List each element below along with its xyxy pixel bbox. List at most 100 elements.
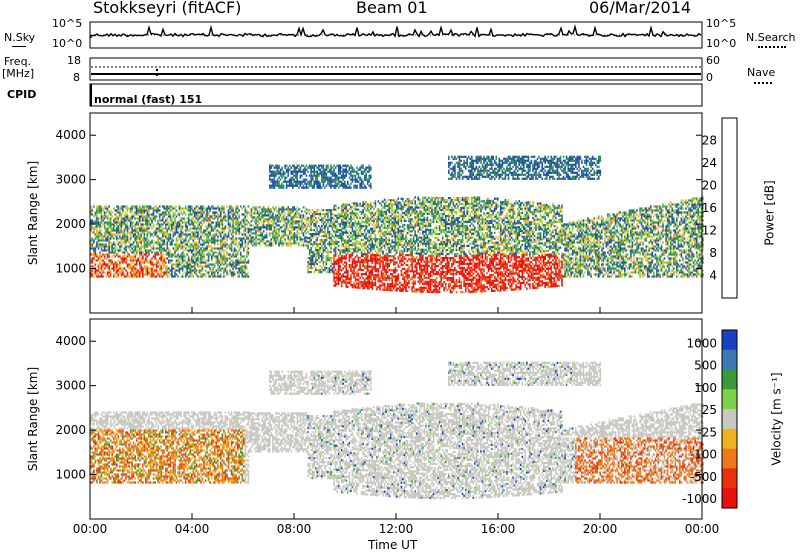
power-cell: [378, 200, 380, 202]
power-cell: [196, 259, 198, 261]
power-cell: [160, 251, 162, 253]
power-cell: [300, 220, 302, 222]
power-cell: [118, 227, 120, 229]
power-cell: [102, 219, 104, 221]
power-cell: [137, 235, 139, 237]
power-cell: [188, 251, 190, 253]
power-cell: [188, 207, 190, 209]
power-cell: [361, 273, 363, 275]
power-cell: [257, 224, 259, 226]
power-cell: [309, 165, 311, 167]
power-cell: [286, 216, 288, 218]
power-cell: [160, 249, 162, 251]
power-cell: [364, 279, 366, 281]
power-cell: [367, 237, 369, 239]
power-cell: [327, 267, 329, 269]
power-cell: [141, 253, 143, 255]
power-cell: [206, 233, 208, 235]
power-cell: [370, 204, 372, 206]
power-cell: [263, 224, 265, 226]
power-cell: [186, 245, 188, 247]
power-cell: [234, 273, 236, 275]
power-cell: [211, 263, 213, 265]
power-cell: [346, 169, 348, 171]
power-cell: [148, 253, 150, 255]
power-cell: [301, 210, 303, 212]
power-cell: [356, 235, 358, 237]
power-cell: [298, 214, 300, 216]
power-cell: [346, 222, 348, 224]
power-cell: [361, 211, 363, 213]
power-cell: [179, 225, 181, 227]
power-cell: [367, 245, 369, 247]
power-cell: [231, 239, 233, 241]
power-cell: [133, 275, 135, 277]
power-cell: [165, 235, 167, 237]
power-cell: [170, 213, 172, 215]
power-cell: [388, 225, 390, 227]
power-cell: [269, 167, 271, 169]
power-cell: [170, 251, 172, 253]
power-cell: [222, 267, 224, 269]
power-cell: [385, 271, 387, 273]
power-cell: [395, 213, 397, 215]
power-cell: [104, 223, 106, 225]
power-cell: [147, 241, 149, 243]
power-cell: [245, 243, 247, 245]
power-cell: [326, 271, 328, 273]
power-cell: [367, 279, 369, 281]
power-cell: [388, 223, 390, 225]
power-cell: [179, 261, 181, 263]
power-cell: [350, 214, 352, 216]
power-cell: [255, 234, 257, 236]
power-cell: [180, 235, 182, 237]
power-cell: [300, 175, 302, 177]
power-cell: [219, 215, 221, 217]
power-cell: [315, 227, 317, 229]
power-cell: [177, 225, 179, 227]
power-cell: [355, 187, 357, 189]
power-cell: [310, 251, 312, 253]
power-cell: [347, 276, 349, 278]
power-cell: [220, 217, 222, 219]
power-cell: [162, 215, 164, 217]
power-cell: [130, 209, 132, 211]
power-cell: [194, 265, 196, 267]
power-cell: [173, 221, 175, 223]
power-cell: [148, 221, 150, 223]
power-cell: [124, 253, 126, 255]
power-cell: [226, 257, 228, 259]
power-cell: [298, 183, 300, 185]
power-cell: [294, 171, 296, 173]
power-cell: [121, 243, 123, 245]
power-cell: [251, 242, 253, 244]
power-cell: [326, 261, 328, 263]
power-cell: [264, 244, 266, 246]
power-cell: [388, 227, 390, 229]
power-cell: [147, 271, 149, 273]
power-cell: [271, 212, 273, 214]
power-cell: [313, 253, 315, 255]
power-cell: [336, 221, 338, 223]
power-cell: [370, 183, 372, 185]
power-cell: [168, 239, 170, 241]
power-cell: [223, 217, 225, 219]
power-cell: [93, 275, 95, 277]
power-cell: [246, 219, 248, 221]
power-cell: [346, 282, 348, 284]
power-cell: [303, 238, 305, 240]
power-cell: [381, 240, 383, 242]
power-cell: [197, 265, 199, 267]
power-cell: [197, 275, 199, 277]
power-cell: [258, 214, 260, 216]
power-cell: [222, 237, 224, 239]
power-cell: [278, 214, 280, 216]
power-cell: [263, 214, 265, 216]
power-cell: [108, 241, 110, 243]
power-cell: [344, 225, 346, 227]
power-cell: [369, 206, 371, 208]
power-cell: [139, 239, 141, 241]
power-cell: [212, 221, 214, 223]
power-cell: [118, 211, 120, 213]
power-cell: [217, 229, 219, 231]
